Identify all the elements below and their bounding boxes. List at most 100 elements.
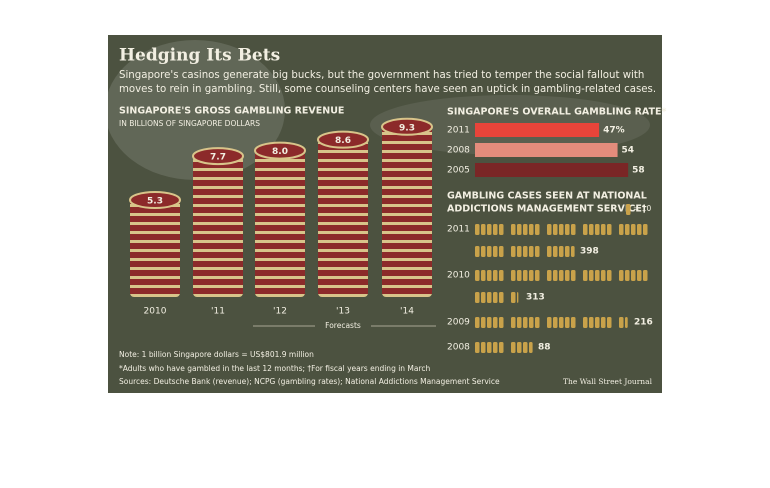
value-label: 7.7 — [210, 153, 226, 163]
chart-title: GAMBLING CASES SEEN AT NATIONAL — [447, 191, 647, 202]
person-icon — [511, 317, 516, 328]
description: Singapore's casinos generate big bucks, … — [119, 70, 644, 81]
pictogram — [475, 270, 648, 303]
person-icon — [535, 246, 540, 257]
person-icon — [517, 292, 519, 303]
chip-stack — [318, 139, 368, 297]
legend-label: = 10 — [633, 204, 651, 213]
person-icon — [565, 317, 570, 328]
chip-stack — [382, 126, 432, 297]
person-icon — [625, 224, 630, 235]
person-icon — [517, 317, 522, 328]
bar — [475, 123, 600, 137]
person-icon — [535, 224, 540, 235]
person-icon — [571, 270, 576, 281]
person-icon — [547, 246, 552, 257]
person-icon — [547, 270, 552, 281]
person-icon — [535, 317, 540, 328]
person-icon — [631, 270, 636, 281]
person-icon — [583, 270, 588, 281]
person-icon — [553, 224, 558, 235]
person-icon — [625, 270, 630, 281]
person-icon — [535, 270, 540, 281]
person-icon — [643, 270, 648, 281]
person-icon — [511, 246, 516, 257]
x-tick-label: '11 — [211, 307, 225, 317]
person-icon — [493, 317, 498, 328]
person-icon — [499, 317, 504, 328]
person-icon — [637, 224, 642, 235]
note: Sources: Deutsche Bank (revenue); NCPG (… — [119, 377, 500, 386]
person-icon — [565, 246, 570, 257]
person-icon — [511, 224, 516, 235]
person-icon — [475, 270, 480, 281]
person-icon — [601, 224, 606, 235]
person-icon — [487, 270, 492, 281]
note: *Adults who have gambled in the last 12 … — [119, 364, 431, 373]
person-icon — [487, 224, 492, 235]
person-icon — [475, 246, 480, 257]
person-icon — [499, 270, 504, 281]
person-icon — [481, 224, 486, 235]
person-icon — [475, 292, 480, 303]
person-icon — [487, 342, 492, 353]
chip-top — [192, 147, 244, 166]
person-icon — [559, 246, 564, 257]
person-icon — [523, 342, 528, 353]
y-tick-label: 2011 — [447, 225, 470, 235]
y-tick-label: 2008 — [447, 146, 470, 156]
chart-title: SINGAPORE'S OVERALL GAMBLING RATE* — [447, 107, 667, 118]
person-icon — [589, 317, 594, 328]
pictogram — [475, 224, 648, 257]
person-icon — [619, 270, 624, 281]
person-icon — [553, 317, 558, 328]
person-icon — [571, 317, 576, 328]
person-icon — [499, 342, 504, 353]
person-icon — [553, 270, 558, 281]
person-icon — [487, 292, 492, 303]
person-icon — [487, 317, 492, 328]
bar — [475, 163, 629, 177]
person-icon — [565, 224, 570, 235]
person-icon — [529, 317, 534, 328]
chip-top — [254, 141, 306, 160]
y-tick-label: 2009 — [447, 318, 470, 328]
person-icon — [499, 224, 504, 235]
forecast-bg — [315, 320, 371, 332]
chip-top — [129, 191, 181, 210]
x-tick-label: '12 — [273, 307, 287, 317]
person-icon — [571, 224, 576, 235]
person-icon — [631, 224, 636, 235]
x-tick-label: '13 — [336, 307, 350, 317]
person-icon — [601, 317, 606, 328]
x-tick-label: 2010 — [144, 307, 167, 317]
chip-stack — [255, 150, 305, 297]
person-icon — [601, 270, 606, 281]
person-icon — [523, 270, 528, 281]
person-icon — [481, 317, 486, 328]
value-label: 47% — [603, 126, 625, 136]
description: moves to rein in gambling. Still, some c… — [119, 84, 656, 95]
annotation: Forecasts — [325, 321, 361, 330]
credit: The Wall Street Journal — [563, 377, 653, 386]
person-icon — [481, 246, 486, 257]
chip-stack — [193, 156, 243, 297]
person-icon — [583, 317, 588, 328]
y-tick-label: 2011 — [447, 126, 470, 136]
note: Note: 1 billion Singapore dollars = US$8… — [119, 350, 314, 359]
chip-stack — [130, 200, 180, 297]
person-icon — [517, 270, 522, 281]
person-icon — [595, 224, 600, 235]
person-icon — [559, 270, 564, 281]
person-icon — [493, 292, 498, 303]
y-tick-label: 2008 — [447, 343, 470, 353]
person-icon — [529, 224, 534, 235]
person-icon — [619, 224, 624, 235]
value-label: 5.3 — [147, 197, 163, 207]
person-icon — [511, 342, 516, 353]
value-label: 58 — [632, 166, 645, 176]
chip-top — [381, 117, 433, 136]
person-icon — [583, 224, 588, 235]
person-icon — [481, 342, 486, 353]
